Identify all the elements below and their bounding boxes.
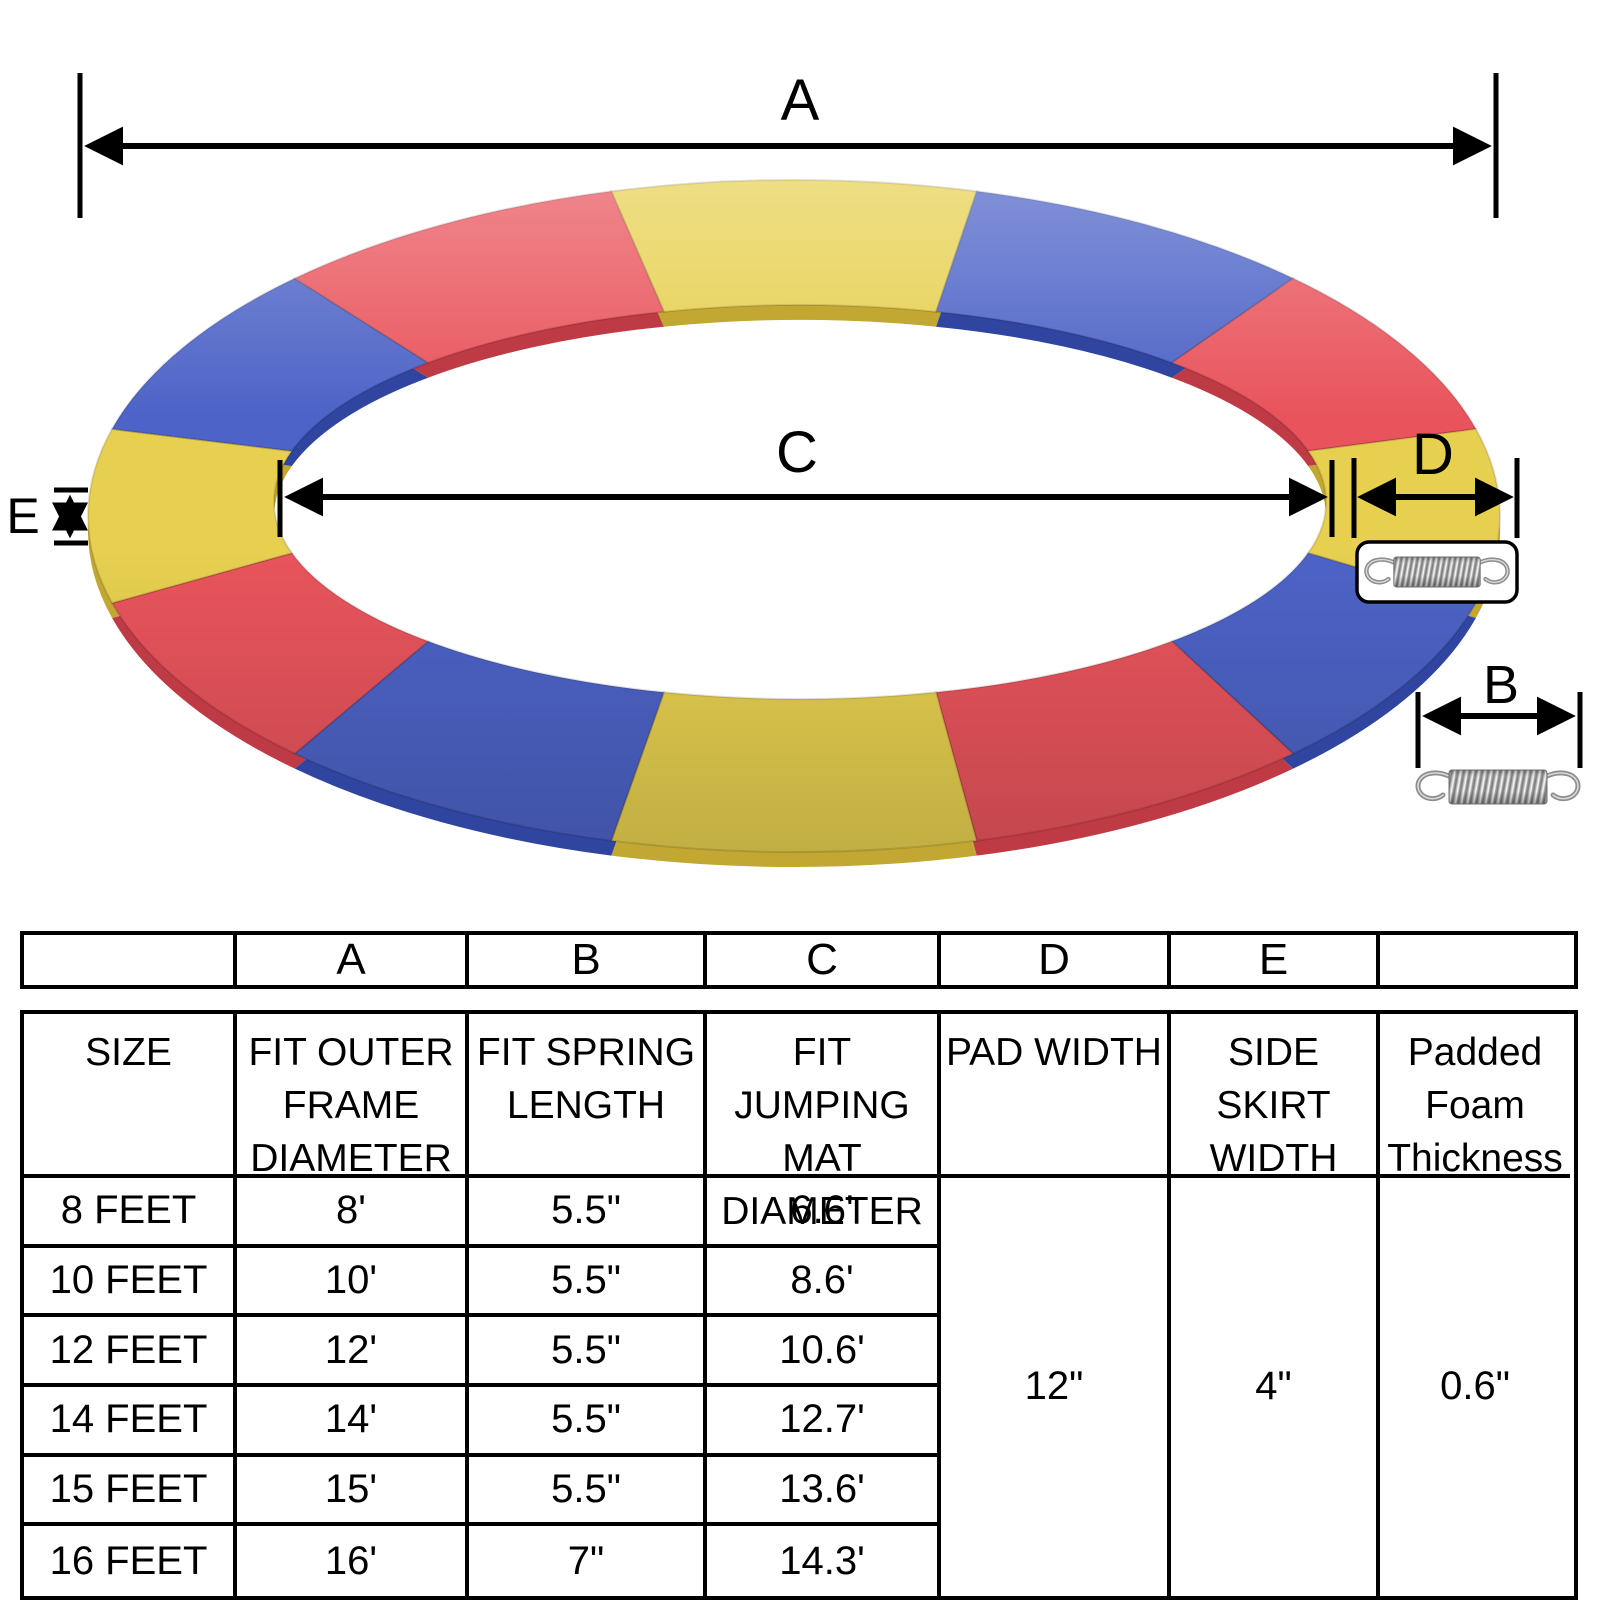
dim-d: D [1351, 422, 1520, 538]
col-header-spring-length: FIT SPRING LENGTH [469, 1014, 707, 1178]
dim-a: A [77, 68, 1499, 218]
table-cell: 7" [469, 1526, 707, 1596]
spring-icon [1418, 770, 1578, 804]
table-cell: 8' [237, 1178, 469, 1248]
table-cell: 12 FEET [24, 1317, 237, 1387]
dim-b-label: B [1483, 655, 1519, 715]
table-cell: 14 FEET [24, 1386, 237, 1457]
letter-cell-c: C [707, 935, 941, 985]
col-header-frame-diameter: FIT OUTER FRAME DIAMETER [237, 1014, 469, 1180]
table-cell: 12.7' [707, 1386, 941, 1457]
table-cell: 6.6' [707, 1178, 941, 1248]
col-header-side-skirt: SIDE SKIRT WIDTH [1171, 1014, 1380, 1180]
pad-ring [87, 178, 1501, 868]
spec-table: SIZE FIT OUTER FRAME DIAMETER FIT SPRING… [20, 1010, 1578, 1600]
dim-a-label: A [781, 68, 820, 133]
table-cell: 15' [237, 1456, 469, 1527]
table-cell: 10' [237, 1247, 469, 1318]
letter-cell-d: D [941, 935, 1171, 985]
table-cell: 14.3' [707, 1526, 941, 1596]
spring-callout [1355, 540, 1519, 604]
table-cell: 8.6' [707, 1247, 941, 1318]
letter-cell [1380, 935, 1570, 985]
dim-e: E [6, 487, 88, 546]
dimension-diagram: A C D E [6, 68, 1583, 868]
dim-e-label: E [6, 488, 39, 544]
table-cell: 13.6' [707, 1456, 941, 1527]
dim-d-label: D [1412, 422, 1454, 487]
col-header-size: SIZE [24, 1014, 237, 1178]
letter-cell [24, 935, 237, 985]
table-cell: 5.5" [469, 1386, 707, 1457]
table-cell: 16' [237, 1526, 469, 1596]
table-cell: 10 FEET [24, 1247, 237, 1318]
table-cell: 8 FEET [24, 1178, 237, 1248]
dim-c-label: C [776, 420, 818, 485]
pad-ring-top [87, 178, 1501, 854]
table-cell: 5.5" [469, 1178, 707, 1248]
dim-b: B [1415, 655, 1583, 804]
col-header-pad-width: PAD WIDTH [941, 1014, 1171, 1178]
table-cell: 5.5" [469, 1456, 707, 1527]
table-cell: 14' [237, 1386, 469, 1457]
column-letter-strip: A B C D E [20, 931, 1578, 989]
letter-cell-b: B [469, 935, 707, 985]
col-header-mat-diameter: FIT JUMPING MAT DIAMETER [707, 1014, 941, 1233]
dim-c: C [277, 420, 1335, 537]
merged-cell-foam-thickness: 0.6" [1440, 1364, 1510, 1409]
merged-cell-side-skirt-width: 4" [1171, 1178, 1380, 1596]
table-cell: 5.5" [469, 1317, 707, 1387]
letter-cell-e: E [1171, 935, 1380, 985]
col-header-foam-thickness: Padded Foam Thickness [1380, 1014, 1570, 1180]
table-cell: 12' [237, 1317, 469, 1387]
table-cell: 5.5" [469, 1247, 707, 1318]
table-cell: 16 FEET [24, 1526, 237, 1596]
merged-cell-pad-width: 12" [941, 1178, 1171, 1596]
table-cell: 10.6' [707, 1317, 941, 1387]
table-cell: 15 FEET [24, 1456, 237, 1527]
letter-cell-a: A [237, 935, 469, 985]
